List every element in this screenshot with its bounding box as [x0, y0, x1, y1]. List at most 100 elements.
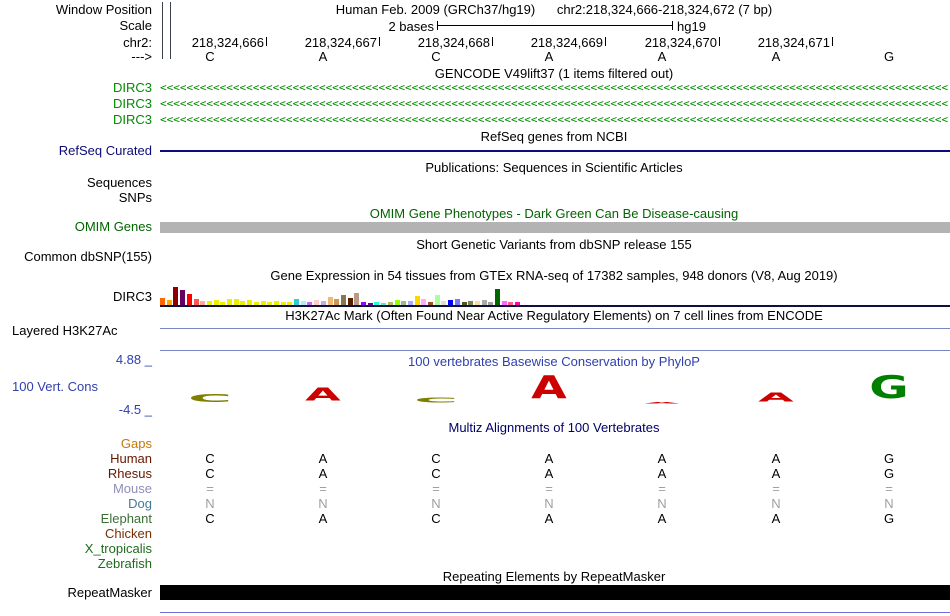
gencode-gene-label[interactable]: DIRC3	[112, 80, 152, 95]
gtex-tissue-bar[interactable]	[367, 303, 373, 305]
conservation-track-title[interactable]: 100 vertebrates Basewise Conservation by…	[408, 354, 700, 369]
gtex-tissue-bar[interactable]	[220, 302, 226, 305]
gtex-tissue-bar[interactable]	[240, 301, 246, 305]
alignment-base: C	[431, 466, 441, 481]
refseq-track-title[interactable]: RefSeq genes from NCBI	[480, 129, 628, 144]
gtex-tissue-bar[interactable]	[515, 302, 521, 305]
omim-track-title[interactable]: OMIM Gene Phenotypes - Dark Green Can Be…	[369, 206, 739, 221]
gtex-tissue-bar[interactable]	[320, 301, 326, 305]
gtex-tissue-bar[interactable]	[401, 301, 407, 305]
gtex-tissue-bar[interactable]	[206, 301, 212, 305]
gtex-tissue-bar[interactable]	[454, 299, 460, 305]
gtex-tissue-bar[interactable]	[381, 303, 387, 305]
gtex-tissue-bar[interactable]	[428, 302, 433, 305]
species-label-zebrafish[interactable]: Zebrafish	[97, 556, 152, 571]
gencode-transcript-row[interactable]: <<<<<<<<<<<<<<<<<<<<<<<<<<<<<<<<<<<<<<<<…	[160, 113, 948, 126]
gtex-gene-label[interactable]: DIRC3	[112, 289, 152, 304]
repeatmasker-label[interactable]: RepeatMasker	[67, 585, 152, 600]
gtex-tissue-bar[interactable]	[327, 297, 333, 305]
gtex-tissue-bar[interactable]	[421, 299, 427, 305]
gtex-tissue-bar[interactable]	[374, 302, 380, 305]
conservation-logo-letter: C	[413, 395, 459, 405]
gtex-tissue-bar[interactable]	[233, 299, 239, 305]
gtex-tissue-bar[interactable]	[340, 295, 346, 305]
gtex-tissue-bar[interactable]	[334, 299, 340, 305]
coordinate-tick	[492, 37, 493, 46]
gtex-tissue-bar[interactable]	[394, 300, 400, 305]
publications-sequences-label[interactable]: Sequences	[86, 175, 152, 190]
gtex-tissue-bar[interactable]	[294, 299, 299, 305]
gtex-tissue-bar[interactable]	[193, 299, 199, 305]
gtex-tissue-bar[interactable]	[354, 293, 360, 305]
repeatmasker-item[interactable]	[160, 585, 950, 600]
omim-gene-item[interactable]	[160, 222, 950, 233]
species-label-gaps[interactable]: Gaps	[120, 436, 152, 451]
coordinate-tick	[832, 37, 833, 46]
species-label-x_tropicalis[interactable]: X_tropicalis	[84, 541, 152, 556]
gtex-tissue-bar[interactable]	[481, 300, 487, 305]
species-label-rhesus[interactable]: Rhesus	[107, 466, 152, 481]
gtex-tissue-bar[interactable]	[166, 300, 172, 305]
gtex-tissue-bar[interactable]	[213, 300, 219, 305]
species-label-mouse[interactable]: Mouse	[112, 481, 152, 496]
gtex-tissue-bar[interactable]	[314, 300, 320, 305]
species-label-chicken[interactable]: Chicken	[105, 526, 152, 541]
gtex-tissue-bar[interactable]	[461, 302, 467, 305]
gencode-transcript-row[interactable]: <<<<<<<<<<<<<<<<<<<<<<<<<<<<<<<<<<<<<<<<…	[160, 97, 948, 110]
publications-track-title[interactable]: Publications: Sequences in Scientific Ar…	[425, 160, 683, 175]
alignment-base: N	[544, 496, 554, 511]
gtex-tissue-bar[interactable]	[361, 302, 366, 305]
gencode-gene-label[interactable]: DIRC3	[112, 112, 152, 127]
gtex-tissue-bar[interactable]	[508, 302, 514, 305]
alignment-base: =	[658, 481, 666, 496]
gtex-tissue-bar[interactable]	[407, 301, 413, 305]
species-label-human[interactable]: Human	[110, 451, 152, 466]
gtex-tissue-bar[interactable]	[474, 301, 480, 305]
gtex-tissue-bar[interactable]	[347, 298, 353, 305]
gencode-transcript-row[interactable]: <<<<<<<<<<<<<<<<<<<<<<<<<<<<<<<<<<<<<<<<…	[160, 81, 948, 94]
gtex-tissue-bar[interactable]	[495, 289, 500, 305]
gtex-tissue-bar[interactable]	[273, 301, 279, 305]
refseq-curated-item[interactable]	[160, 150, 950, 152]
refseq-curated-label[interactable]: RefSeq Curated	[58, 143, 152, 158]
dbsnp-track-title[interactable]: Short Genetic Variants from dbSNP releas…	[416, 237, 692, 252]
gtex-tissue-bar[interactable]	[173, 287, 179, 305]
gtex-tissue-bar[interactable]	[186, 294, 192, 305]
h3k27ac-track-title[interactable]: H3K27Ac Mark (Often Found Near Active Re…	[285, 308, 823, 323]
scale-bar-right-tick	[672, 21, 673, 30]
gtex-tissue-bar[interactable]	[501, 301, 507, 305]
gtex-track-title[interactable]: Gene Expression in 54 tissues from GTEx …	[270, 268, 838, 283]
gtex-tissue-bar[interactable]	[441, 301, 447, 305]
species-label-elephant[interactable]: Elephant	[100, 511, 152, 526]
alignment-base: C	[205, 466, 215, 481]
publications-snps-label[interactable]: SNPs	[118, 190, 152, 205]
gtex-tissue-bar[interactable]	[287, 302, 293, 305]
gtex-tissue-bar[interactable]	[387, 302, 393, 305]
gtex-tissue-bar[interactable]	[253, 302, 259, 305]
gtex-tissue-bar[interactable]	[468, 301, 474, 305]
repeatmasker-track-title[interactable]: Repeating Elements by RepeatMasker	[442, 569, 666, 584]
multiz-track-title[interactable]: Multiz Alignments of 100 Vertebrates	[448, 420, 660, 435]
gencode-track-title[interactable]: GENCODE V49lift37 (1 items filtered out)	[434, 66, 674, 81]
gencode-gene-label[interactable]: DIRC3	[112, 96, 152, 111]
gtex-tissue-bar[interactable]	[247, 300, 253, 305]
h3k27ac-label[interactable]: Layered H3K27Ac	[12, 323, 118, 338]
species-label-dog[interactable]: Dog	[128, 496, 152, 511]
gtex-tissue-bar[interactable]	[448, 300, 454, 305]
dbsnp-common-label[interactable]: Common dbSNP(155)	[24, 249, 152, 264]
conservation-logo-letter: A	[758, 390, 794, 405]
gtex-tissue-bar[interactable]	[488, 302, 494, 305]
gtex-tissue-bar[interactable]	[160, 298, 165, 305]
gtex-tissue-bar[interactable]	[260, 301, 266, 305]
gtex-tissue-bar[interactable]	[300, 301, 306, 305]
gtex-tissue-bar[interactable]	[434, 295, 440, 305]
gtex-tissue-bar[interactable]	[267, 302, 273, 305]
gtex-tissue-bar[interactable]	[414, 296, 420, 305]
gtex-tissue-bar[interactable]	[180, 290, 186, 305]
gtex-tissue-bar[interactable]	[200, 301, 206, 305]
omim-genes-label[interactable]: OMIM Genes	[74, 219, 152, 234]
gtex-tissue-bar[interactable]	[280, 302, 286, 305]
gtex-tissue-bar[interactable]	[307, 302, 313, 305]
conservation-label[interactable]: 100 Vert. Cons	[12, 379, 98, 394]
gtex-tissue-bar[interactable]	[227, 299, 232, 305]
